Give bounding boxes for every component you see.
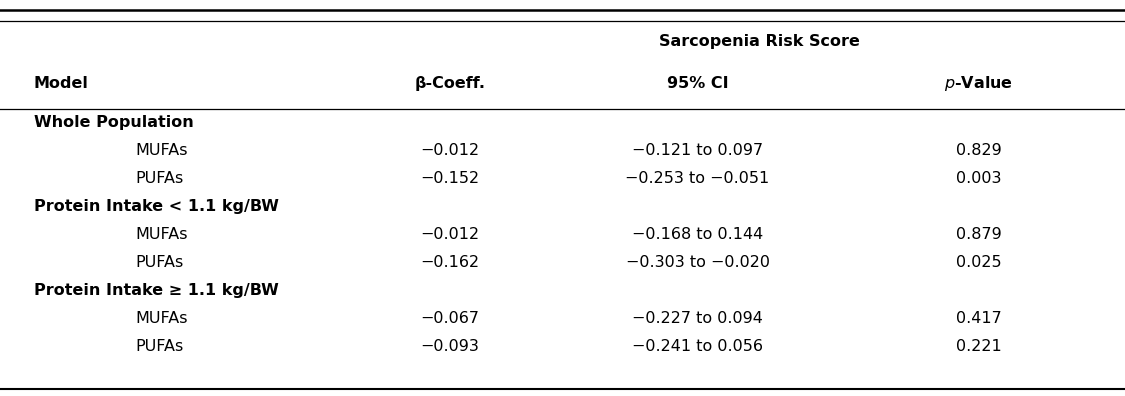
Text: −0.067: −0.067 xyxy=(421,311,479,326)
Text: −0.093: −0.093 xyxy=(421,339,479,354)
Text: Sarcopenia Risk Score: Sarcopenia Risk Score xyxy=(659,34,860,49)
Text: 0.829: 0.829 xyxy=(956,143,1001,158)
Text: 0.417: 0.417 xyxy=(956,311,1001,326)
Text: PUFAs: PUFAs xyxy=(135,339,183,354)
Text: MUFAs: MUFAs xyxy=(135,311,188,326)
Text: 0.221: 0.221 xyxy=(956,339,1001,354)
Text: Protein Intake < 1.1 kg/BW: Protein Intake < 1.1 kg/BW xyxy=(34,200,279,214)
Text: 0.003: 0.003 xyxy=(956,171,1001,187)
Text: −0.012: −0.012 xyxy=(421,227,479,242)
Text: −0.162: −0.162 xyxy=(421,255,479,270)
Text: MUFAs: MUFAs xyxy=(135,227,188,242)
Text: 0.879: 0.879 xyxy=(956,227,1001,242)
Text: −0.303 to −0.020: −0.303 to −0.020 xyxy=(626,255,770,270)
Text: −0.241 to 0.056: −0.241 to 0.056 xyxy=(632,339,763,354)
Text: −0.121 to 0.097: −0.121 to 0.097 xyxy=(632,143,763,158)
Text: −0.227 to 0.094: −0.227 to 0.094 xyxy=(632,311,763,326)
Text: β-Coeff.: β-Coeff. xyxy=(414,76,486,91)
Text: −0.253 to −0.051: −0.253 to −0.051 xyxy=(626,171,770,187)
Text: −0.168 to 0.144: −0.168 to 0.144 xyxy=(632,227,763,242)
Text: Model: Model xyxy=(34,76,89,91)
Text: −0.152: −0.152 xyxy=(421,171,479,187)
Text: 95% CI: 95% CI xyxy=(667,76,728,91)
Text: −0.012: −0.012 xyxy=(421,143,479,158)
Text: 0.025: 0.025 xyxy=(956,255,1001,270)
Text: Protein Intake ≥ 1.1 kg/BW: Protein Intake ≥ 1.1 kg/BW xyxy=(34,284,279,298)
Text: PUFAs: PUFAs xyxy=(135,171,183,187)
Text: $p$‑Value: $p$‑Value xyxy=(944,74,1014,93)
Text: MUFAs: MUFAs xyxy=(135,143,188,158)
Text: Whole Population: Whole Population xyxy=(34,115,193,130)
Text: PUFAs: PUFAs xyxy=(135,255,183,270)
